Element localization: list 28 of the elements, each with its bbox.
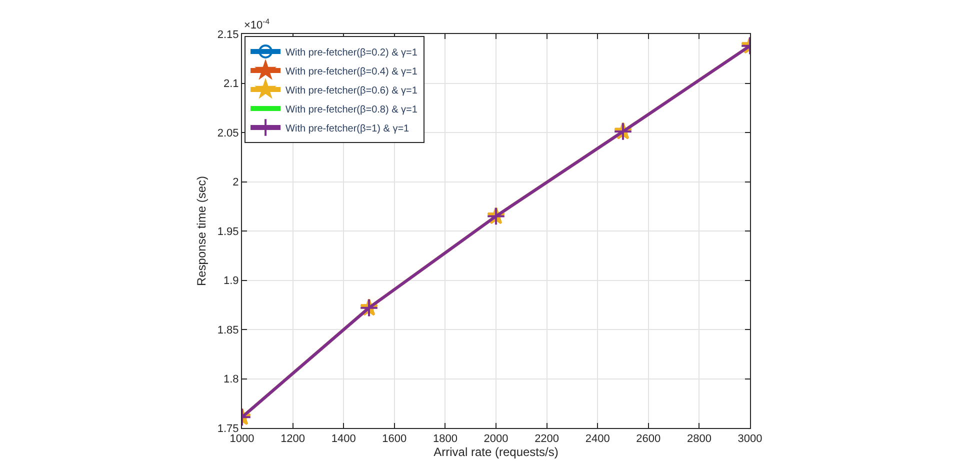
x-tick-label: 2400: [585, 433, 610, 446]
x-tick-label: 1800: [432, 433, 458, 446]
x-tick-label: 1200: [280, 433, 306, 446]
text: ×10$^{-4}$: [244, 17, 270, 32]
legend-label: With pre-fetcher(β=0.4) & γ=1: [286, 66, 418, 78]
y-tick-label: 2: [232, 176, 239, 189]
legend-label: With pre-fetcher(β=0.2) & γ=1: [286, 47, 418, 58]
x-tick-label: 2000: [484, 433, 508, 446]
x-tick-label: 1000: [230, 433, 254, 446]
x-axis-title: Arrival rate (requests/s): [434, 445, 558, 460]
legend-label: With pre-fetcher(β=1) & γ=1: [286, 123, 410, 134]
y-tick-label: 1.85: [217, 324, 239, 336]
y-axis-title: Response time (sec): [194, 176, 209, 286]
y-tick-label: 1.95: [217, 226, 239, 238]
x-tick-label: 1600: [382, 433, 407, 446]
x-tick-label: 2800: [686, 433, 712, 446]
x-tick-label: 1400: [331, 433, 356, 446]
y-tick-label: 1.9: [224, 275, 239, 288]
legend-label: With pre-fetcher(β=0.8) & γ=1: [286, 104, 418, 116]
y-tick-label: 2.1: [224, 78, 239, 90]
y-tick-label: 1.75: [217, 422, 239, 435]
x-tick-label: 2200: [534, 433, 560, 446]
x-tick-label: 2600: [636, 433, 661, 446]
legend-label: With pre-fetcher(β=0.6) & γ=1: [286, 85, 418, 96]
y-tick-label: 2.15: [217, 28, 239, 41]
y-tick-label: 2.05: [217, 127, 239, 140]
y-tick-label: 1.8: [224, 374, 239, 386]
x-tick-label: 3000: [738, 433, 762, 446]
